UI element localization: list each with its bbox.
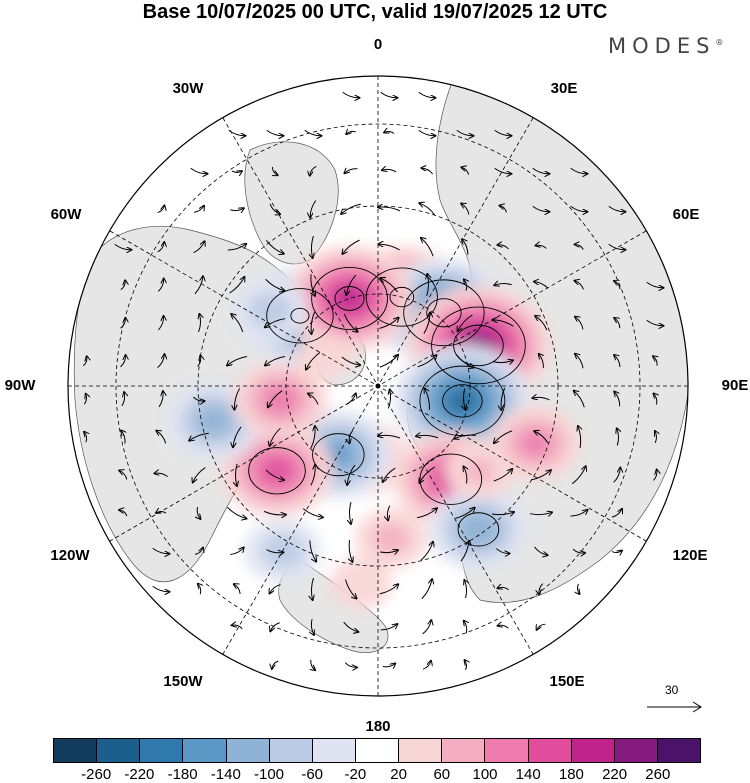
colorbar <box>53 738 701 763</box>
colorbar-tick-label: 60 <box>433 766 450 783</box>
map-disk <box>60 70 700 710</box>
lon-label-60e: 60E <box>673 207 700 223</box>
lon-label-120w: 120W <box>50 548 89 564</box>
colorbar-tick-label: 140 <box>516 766 541 783</box>
positive-anomaly-shade <box>465 459 494 483</box>
positive-anomaly-shade <box>262 385 299 415</box>
colorbar-tick-label: 100 <box>472 766 497 783</box>
colorbar-tick-label: -20 <box>345 766 367 783</box>
colorbar-swatch <box>54 739 97 762</box>
lon-label-30w: 30W <box>173 81 204 97</box>
colorbar-tick-label: 180 <box>559 766 584 783</box>
lon-label-0: 0 <box>374 37 382 53</box>
colorbar-swatch <box>183 739 226 762</box>
colorbar-tick-label: 20 <box>390 766 407 783</box>
colorbar-swatch <box>399 739 442 762</box>
positive-anomaly-shade <box>520 431 550 456</box>
colorbar-tick-label: -180 <box>168 766 198 783</box>
colorbar-swatch <box>485 739 528 762</box>
negative-anomaly-shade <box>457 512 500 547</box>
colorbar-ticks: -260 -220 -180 -140 -100 -60 -20 20 60 100 140 180 2… <box>53 766 701 782</box>
colorbar-swatch <box>658 739 700 762</box>
negative-anomaly-shade <box>196 406 233 436</box>
lon-label-150w: 150W <box>163 674 202 690</box>
north-pole-dot <box>376 384 381 389</box>
colorbar-tick-label: -260 <box>81 766 111 783</box>
colorbar-swatch <box>615 739 658 762</box>
polar-stereographic-map <box>0 0 750 735</box>
colorbar-swatch <box>97 739 140 762</box>
lon-label-30e: 30E <box>551 81 578 97</box>
negative-anomaly-shade <box>249 293 292 328</box>
colorbar-tick-label: 260 <box>645 766 670 783</box>
colorbar-tick-label: -60 <box>301 766 323 783</box>
colorbar-swatch <box>572 739 615 762</box>
colorbar-swatch <box>529 739 572 762</box>
colorbar-tick-label: -100 <box>254 766 284 783</box>
colorbar-swatch <box>313 739 356 762</box>
colorbar-swatch <box>140 739 183 762</box>
colorbar-tick-label: -140 <box>211 766 241 783</box>
lon-label-150e: 150E <box>549 674 584 690</box>
lon-label-90w: 90W <box>5 378 36 394</box>
colorbar-swatch <box>356 739 399 762</box>
positive-anomaly-shade <box>334 286 365 311</box>
lon-label-60w: 60W <box>51 207 82 223</box>
colorbar-swatch <box>442 739 485 762</box>
lon-label-180: 180 <box>365 719 390 735</box>
lon-label-120e: 120E <box>672 548 707 564</box>
reference-vector-label: 30 <box>665 683 678 697</box>
positive-anomaly-shade <box>373 523 409 553</box>
colorbar-tick-label: 220 <box>602 766 627 783</box>
colorbar-swatch <box>227 739 270 762</box>
reference-vector-arrow <box>645 697 705 727</box>
positive-anomaly-shade <box>261 457 294 484</box>
colorbar-tick-label: -220 <box>124 766 154 783</box>
positive-anomaly-shade <box>330 558 392 609</box>
positive-anomaly-shade <box>297 332 353 379</box>
colorbar-swatch <box>270 739 313 762</box>
lon-label-90e: 90E <box>722 378 749 394</box>
